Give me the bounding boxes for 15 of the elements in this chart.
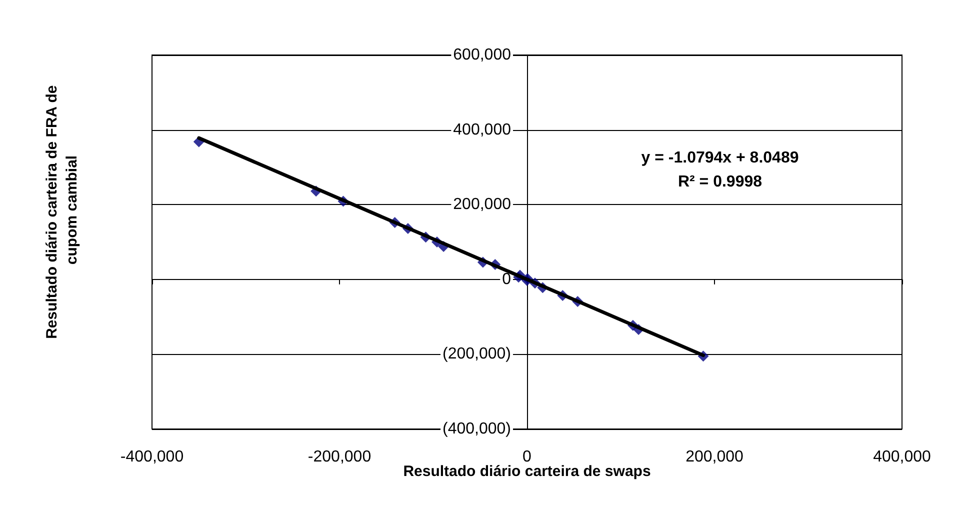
y-tick-label: 0 (502, 270, 512, 288)
annotation: y = -1.0794x + 8.0489 (641, 150, 799, 166)
x-axis-title: Resultado diário carteira de swaps (403, 463, 651, 480)
x-tick-label: 400,000 (873, 448, 932, 466)
y-tick-label: 200,000 (453, 196, 512, 214)
annotation: R² = 0.9998 (678, 174, 762, 190)
y-tick-label: (400,000) (442, 420, 511, 438)
x-tick-label: -400,000 (120, 448, 184, 466)
y-tick-label: 600,000 (453, 46, 512, 64)
x-tick-label: 200,000 (686, 448, 744, 466)
x-tick-label: -200,000 (308, 448, 372, 466)
y-axis-title: Resultado diário carteira de FRA de cupom cambial (44, 81, 80, 339)
y-tick-label: 400,000 (453, 121, 512, 138)
x-tick-label: 0 (522, 448, 532, 466)
y-tick-label: (200,000) (442, 346, 511, 363)
